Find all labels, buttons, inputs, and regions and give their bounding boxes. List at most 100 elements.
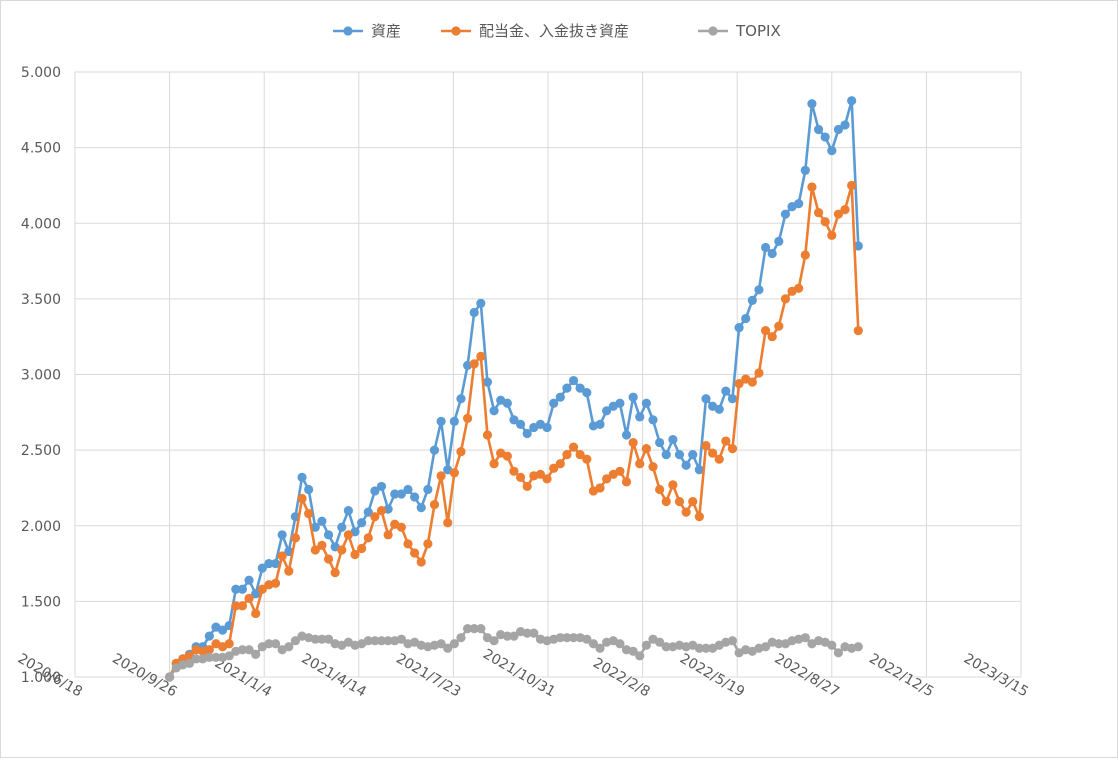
data-point xyxy=(191,654,201,664)
data-point xyxy=(767,248,777,259)
data-point xyxy=(734,378,744,389)
legend-marker xyxy=(343,26,353,36)
data-point xyxy=(370,636,380,646)
data-point xyxy=(760,242,771,253)
data-point xyxy=(165,672,175,682)
data-point xyxy=(714,454,724,464)
data-point xyxy=(774,639,784,649)
data-point xyxy=(323,554,334,564)
data-point xyxy=(284,642,294,652)
data-point xyxy=(515,472,526,482)
data-point xyxy=(780,294,791,304)
data-point xyxy=(489,459,499,469)
data-point xyxy=(423,484,433,495)
data-point xyxy=(304,509,314,519)
legend-item: TOPIX xyxy=(698,22,781,40)
data-point xyxy=(237,601,248,611)
data-point xyxy=(833,209,844,219)
data-point xyxy=(641,640,651,650)
data-point xyxy=(469,307,479,318)
data-point xyxy=(416,557,426,567)
data-point xyxy=(555,459,565,469)
data-point xyxy=(270,639,281,649)
data-point xyxy=(741,313,751,324)
data-point xyxy=(661,496,671,507)
data-point xyxy=(820,217,830,227)
data-point xyxy=(668,480,678,490)
legend-label: 資産 xyxy=(371,22,401,40)
data-point xyxy=(489,636,499,646)
data-point xyxy=(694,643,704,653)
data-point xyxy=(800,633,810,643)
data-point xyxy=(800,250,810,260)
data-point xyxy=(277,530,287,540)
data-point xyxy=(449,639,459,649)
data-point xyxy=(840,120,850,130)
data-point xyxy=(423,539,433,549)
data-point xyxy=(416,503,426,513)
data-point xyxy=(635,412,645,422)
data-point xyxy=(515,419,526,430)
y-tick-label: 3.500 xyxy=(21,292,61,308)
data-point xyxy=(224,639,234,649)
legend-item: 配当金、入金抜き資産 xyxy=(441,22,629,40)
data-point xyxy=(482,430,493,440)
data-point xyxy=(648,415,658,425)
axes: 1.000 1.500 2.000 2.500 3.000 3.500 4.000 4.500… xyxy=(15,65,1031,701)
data-point xyxy=(522,481,532,492)
data-point xyxy=(290,636,301,646)
y-tick-label: 3.000 xyxy=(21,368,61,384)
data-point xyxy=(476,298,486,309)
data-point xyxy=(641,444,651,454)
data-point xyxy=(668,434,678,445)
data-point xyxy=(443,518,453,528)
data-point xyxy=(350,549,360,560)
legend-label: TOPIX xyxy=(735,22,781,40)
data-point xyxy=(231,584,241,594)
data-point xyxy=(562,633,572,643)
data-point xyxy=(370,486,380,496)
data-point xyxy=(436,471,446,481)
data-point xyxy=(376,481,387,492)
data-point xyxy=(376,506,387,516)
data-point xyxy=(251,589,261,599)
data-point xyxy=(694,465,704,475)
y-tick-label: 5.000 xyxy=(21,65,61,81)
data-point xyxy=(509,631,519,641)
data-point xyxy=(317,634,327,644)
x-tick-label: 2023/3/15 xyxy=(961,651,1031,701)
data-point xyxy=(595,483,605,493)
x-tick-label: 2022/8/27 xyxy=(772,651,842,701)
data-point xyxy=(840,205,850,215)
data-point xyxy=(330,568,340,578)
data-point xyxy=(522,428,532,439)
data-point xyxy=(721,386,731,396)
data-point xyxy=(760,642,771,652)
data-point xyxy=(509,466,519,476)
data-point xyxy=(403,484,413,495)
data-point xyxy=(297,472,307,482)
data-point xyxy=(853,642,863,652)
data-point xyxy=(436,639,446,649)
x-tick-label: 2022/5/19 xyxy=(677,651,747,701)
data-point xyxy=(701,643,711,653)
data-point xyxy=(270,558,281,569)
data-point xyxy=(502,398,512,408)
data-point xyxy=(476,351,486,361)
data-point xyxy=(476,624,486,634)
data-point xyxy=(304,484,314,495)
x-tick-label: 2022/2/8 xyxy=(590,655,652,700)
data-point xyxy=(542,422,552,433)
data-point xyxy=(813,124,824,135)
data-point xyxy=(363,507,373,517)
data-point xyxy=(582,388,592,398)
data-point xyxy=(794,198,804,209)
data-point xyxy=(317,516,327,526)
data-point xyxy=(323,530,334,540)
data-point xyxy=(257,563,267,573)
gridlines xyxy=(74,71,1022,678)
data-point xyxy=(390,489,400,499)
data-point xyxy=(827,640,837,650)
data-point xyxy=(482,377,493,387)
